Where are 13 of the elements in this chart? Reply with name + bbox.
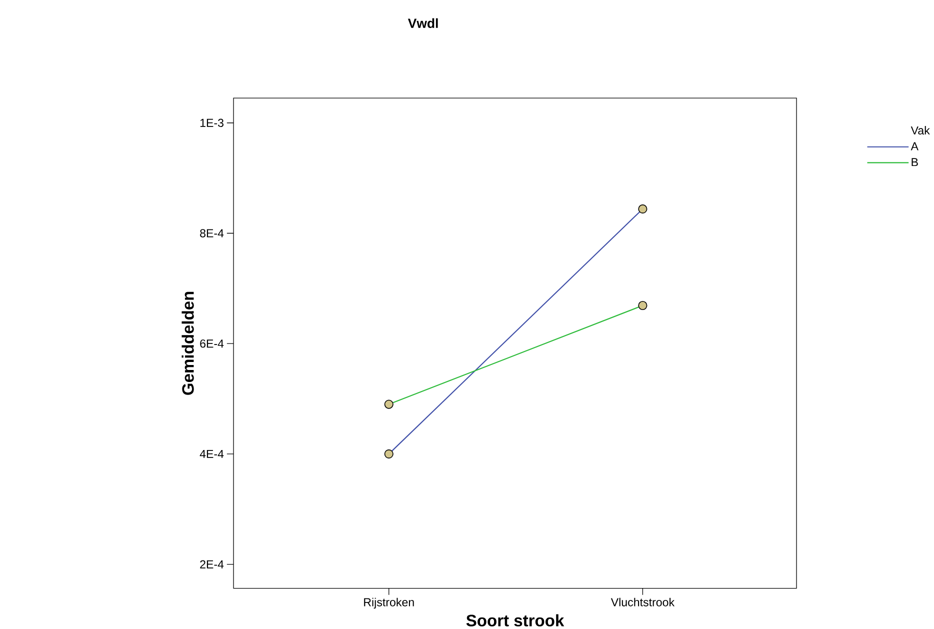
y-tick-label: 4E-4 (200, 450, 224, 458)
chart-title: Vwdl (408, 18, 438, 28)
legend-label: B (912, 158, 918, 166)
y-tick-label: 2E-4 (200, 560, 224, 568)
x-tick-label: Vluchtstrook (610, 598, 675, 606)
y-tick-label: 6E-4 (200, 339, 224, 348)
legend-label: A (910, 142, 918, 150)
x-tick-label: Rijstroken (364, 598, 414, 609)
y-tick-label: 1E-3 (200, 118, 224, 127)
y-axis-title: Gemiddelden (182, 292, 194, 395)
legend-title: Vak (910, 126, 930, 134)
y-tick-label: 8E-4 (200, 229, 224, 238)
x-axis-title: Soort strook (466, 614, 564, 626)
